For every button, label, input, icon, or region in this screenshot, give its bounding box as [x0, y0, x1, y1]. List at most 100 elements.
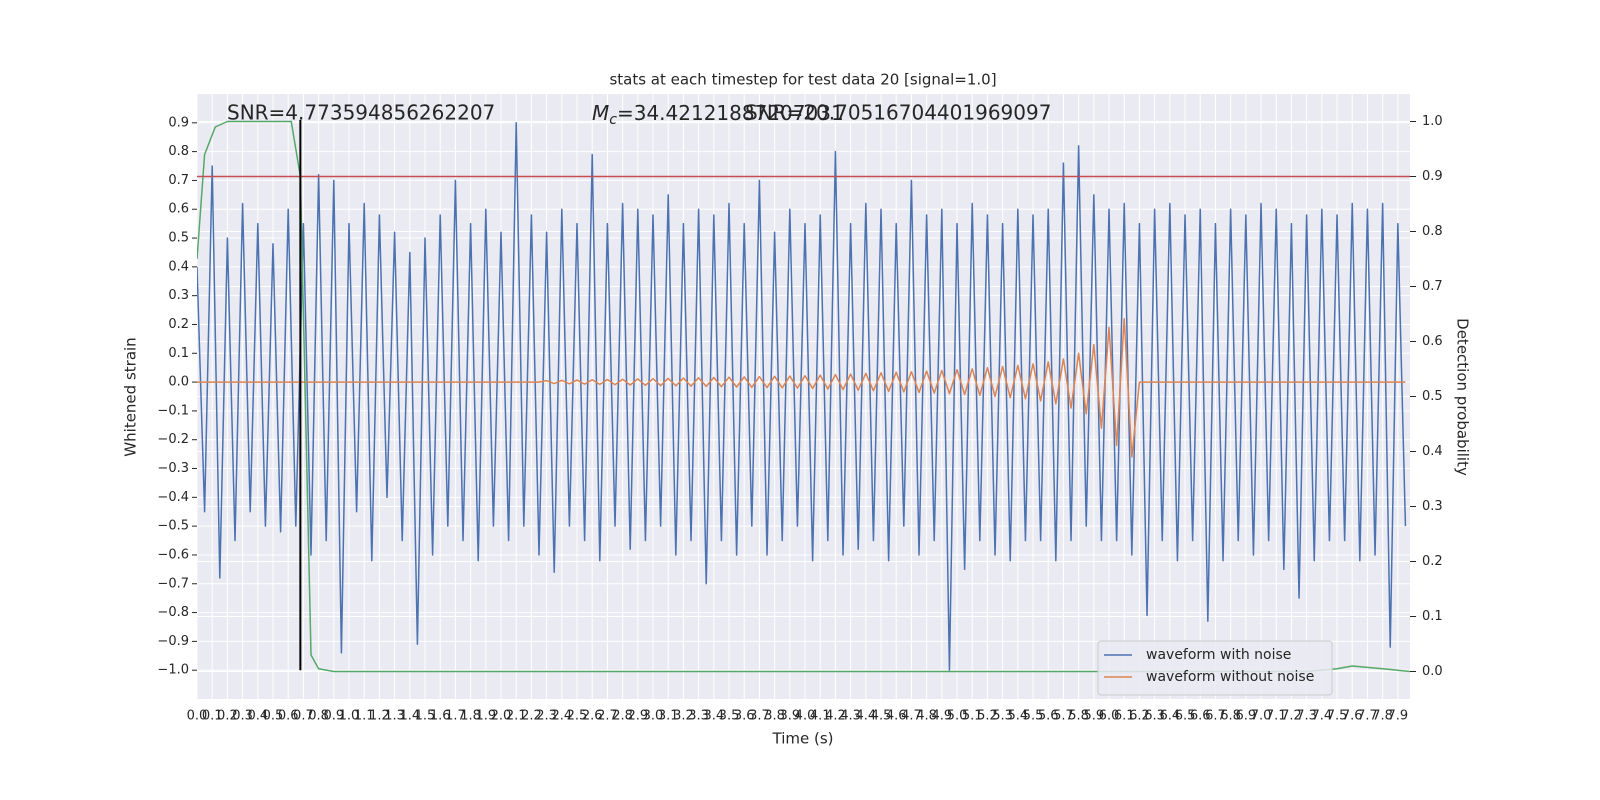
x-tick-label: 1.5 [415, 709, 436, 724]
x-tick-label: 4.3 [840, 709, 861, 724]
x-tick-label: 6.4 [1159, 709, 1180, 724]
annotation-text: =34.42121887207031 [617, 101, 844, 125]
x-tick-label: 2.5 [567, 709, 588, 724]
series-line [197, 317, 1406, 458]
x-tick-label: 5.4 [1007, 709, 1028, 724]
x-tick-label: 1.9 [475, 709, 496, 724]
y2-tick-label: 0.1 [1422, 609, 1443, 624]
x-tick-label: 5.0 [947, 709, 968, 724]
x-tick-label: 3.9 [779, 709, 800, 724]
y2-tick-label: 1.0 [1422, 114, 1443, 129]
x-tick-label: 1.4 [399, 709, 420, 724]
x-tick-label: 5.8 [1068, 709, 1089, 724]
x-tick-label: 3.6 [734, 709, 755, 724]
x-tick-label: 6.7 [1205, 709, 1226, 724]
y-tick-label: −0.8 [157, 605, 189, 620]
annotation-subscript: c [609, 112, 617, 128]
x-tick-label: 6.1 [1114, 709, 1135, 724]
probability-line [197, 120, 1410, 673]
legend-box [1097, 640, 1333, 696]
y-tick-label: 0.3 [168, 288, 189, 303]
x-tick-label: 1.0 [339, 709, 360, 724]
x-tick-label: 3.3 [688, 709, 709, 724]
y2-tick-label: 0.5 [1422, 389, 1443, 404]
x-tick-label: 2.9 [627, 709, 648, 724]
x-tick-label: 0.6 [278, 709, 299, 724]
x-tick-label: 6.5 [1175, 709, 1196, 724]
annotation: SNR=20.70516704401969097 [745, 101, 1051, 125]
x-tick-label: 5.2 [977, 709, 998, 724]
chart-title: stats at each timestep for test data 20 … [609, 71, 996, 89]
x-tick-label: 7.3 [1296, 709, 1317, 724]
y2-tick-label: 0.4 [1422, 444, 1443, 459]
annotation: SNR=4.773594856262207 [227, 101, 495, 125]
y-tick-label: 0.5 [168, 231, 189, 246]
x-tick-label: 0.4 [247, 709, 268, 724]
x-tick-label: 3.7 [749, 709, 770, 724]
axes: 0.00.10.20.30.40.50.60.70.80.91.01.11.21… [157, 114, 1442, 724]
y2-tick-label: 0.3 [1422, 499, 1443, 514]
x-tick-label: 5.7 [1053, 709, 1074, 724]
x-tick-label: 3.4 [703, 709, 724, 724]
x-tick-label: 2.6 [582, 709, 603, 724]
y-tick-label: −0.7 [157, 576, 189, 591]
x-tick-label: 5.3 [992, 709, 1013, 724]
x-tick-label: 7.0 [1251, 709, 1272, 724]
x-tick-label: 4.1 [810, 709, 831, 724]
y2-tick-label: 0.7 [1422, 279, 1443, 294]
x-tick-label: 2.3 [536, 709, 557, 724]
y-tick-label: −0.1 [157, 403, 189, 418]
x-tick-label: 7.1 [1266, 709, 1287, 724]
x-tick-label: 5.6 [1038, 709, 1059, 724]
y-tick-label: 0.8 [168, 144, 189, 159]
x-tick-label: 4.6 [886, 709, 907, 724]
x-tick-label: 0.5 [263, 709, 284, 724]
y2-tick-label: 0.2 [1422, 554, 1443, 569]
annotation: Mc=34.42121887207031 [592, 101, 844, 129]
y-tick-label: 0.4 [168, 259, 189, 274]
y-tick-label: 0.1 [168, 346, 189, 361]
y-tick-label: −0.2 [157, 432, 189, 447]
legend-label: waveform with noise [1146, 647, 1291, 663]
x-tick-label: 1.6 [430, 709, 451, 724]
x-tick-label: 3.2 [673, 709, 694, 724]
x-tick-label: 2.1 [506, 709, 527, 724]
x-tick-label: 6.8 [1220, 709, 1241, 724]
x-tick-label: 0.7 [293, 709, 314, 724]
x-tick-label: 4.4 [855, 709, 876, 724]
x-tick-label: 2.2 [521, 709, 542, 724]
x-tick-label: 1.1 [354, 709, 375, 724]
x-tick-label: 7.9 [1387, 709, 1408, 724]
x-tick-label: 5.1 [962, 709, 983, 724]
x-tick-label: 7.6 [1342, 709, 1363, 724]
y-tick-label: 0.6 [168, 202, 189, 217]
y-tick-label: 0.9 [168, 115, 189, 130]
y2-tick-label: 0.0 [1422, 664, 1443, 679]
y-tick-label: −0.4 [157, 490, 189, 505]
x-tick-label: 6.3 [1144, 709, 1165, 724]
x-tick-label: 4.0 [795, 709, 816, 724]
y-tick-label: 0.7 [168, 173, 189, 188]
y-tick-label: −0.3 [157, 461, 189, 476]
x-tick-label: 7.2 [1281, 709, 1302, 724]
x-tick-label: 1.8 [460, 709, 481, 724]
x-tick-label: 1.7 [445, 709, 466, 724]
x-tick-label: 6.9 [1235, 709, 1256, 724]
x-tick-label: 0.3 [232, 709, 253, 724]
y2-axis-label: Detection probability [1454, 318, 1472, 476]
x-tick-label: 2.8 [612, 709, 633, 724]
y-tick-label: 0.0 [168, 375, 189, 390]
y-tick-label: −0.6 [157, 547, 189, 562]
legend-label: waveform without noise [1146, 669, 1314, 685]
x-tick-label: 4.5 [871, 709, 892, 724]
x-tick-label: 5.5 [1023, 709, 1044, 724]
x-tick-label: 4.9 [931, 709, 952, 724]
series-line [197, 122, 1407, 671]
x-tick-label: 1.3 [384, 709, 405, 724]
x-tick-label: 6.0 [1099, 709, 1120, 724]
y-tick-label: −0.9 [157, 634, 189, 649]
x-tick-label: 7.5 [1327, 709, 1348, 724]
x-tick-label: 3.0 [643, 709, 664, 724]
x-tick-label: 2.4 [551, 709, 572, 724]
